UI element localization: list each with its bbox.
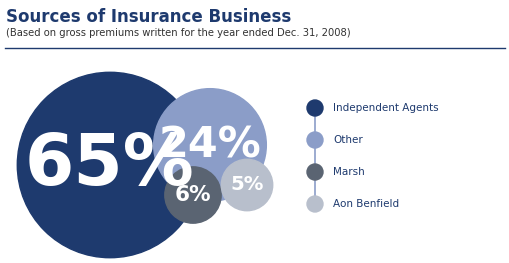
Ellipse shape xyxy=(164,167,221,223)
Text: 65%: 65% xyxy=(25,130,194,200)
Text: Independent Agents: Independent Agents xyxy=(332,103,438,113)
Text: 5%: 5% xyxy=(230,175,263,195)
Text: Marsh: Marsh xyxy=(332,167,364,177)
Ellipse shape xyxy=(306,100,322,116)
Text: Sources of Insurance Business: Sources of Insurance Business xyxy=(6,8,291,26)
Ellipse shape xyxy=(306,196,322,212)
Ellipse shape xyxy=(306,164,322,180)
Text: Aon Benfield: Aon Benfield xyxy=(332,199,399,209)
Text: (Based on gross premiums written for the year ended Dec. 31, 2008): (Based on gross premiums written for the… xyxy=(6,28,350,38)
Ellipse shape xyxy=(153,89,266,201)
Text: 6%: 6% xyxy=(175,185,211,205)
Ellipse shape xyxy=(306,132,322,148)
Ellipse shape xyxy=(221,159,272,211)
Ellipse shape xyxy=(17,72,202,258)
Text: 24%: 24% xyxy=(158,124,261,166)
Text: Other: Other xyxy=(332,135,362,145)
